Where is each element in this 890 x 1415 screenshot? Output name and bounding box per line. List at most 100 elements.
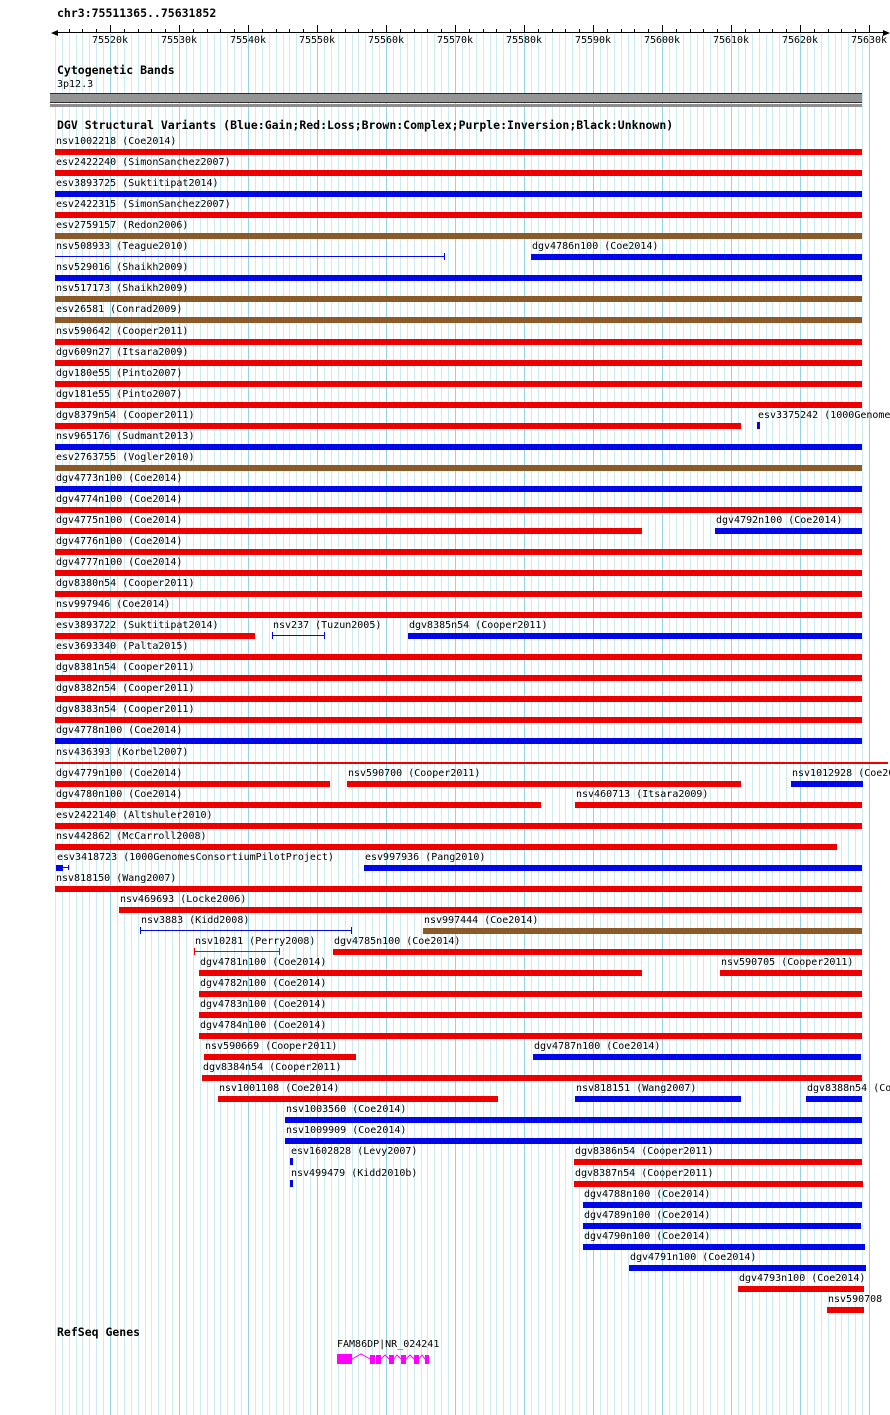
variant-label[interactable]: nsv590705 (Cooper2011) <box>721 957 854 968</box>
gene-name-label[interactable]: FAM86DP|NR_024241 <box>337 1339 440 1350</box>
variant-bar[interactable] <box>199 1012 862 1019</box>
cytoband-bar[interactable] <box>50 93 862 103</box>
variant-label[interactable]: nsv590642 (Cooper2011) <box>56 325 189 337</box>
variant-bar[interactable] <box>55 780 330 787</box>
variant-label[interactable]: dgv4774n100 (Coe2014) <box>56 493 183 505</box>
variant-label[interactable]: nsv818151 (Wang2007) <box>576 1083 697 1095</box>
variant-label[interactable]: dgv8384n54 (Cooper2011) <box>203 1062 342 1074</box>
variant-bar[interactable] <box>444 253 445 261</box>
variant-bar[interactable] <box>333 948 862 955</box>
variant-bar[interactable] <box>574 1180 863 1187</box>
variant-label[interactable]: esv2759157 (Redon2006) <box>56 220 189 232</box>
variant-label[interactable]: nsv460713 (Itsara2009) <box>576 788 709 800</box>
variant-bar[interactable] <box>575 801 862 808</box>
variant-bar[interactable] <box>55 506 862 513</box>
variant-bar[interactable] <box>285 1138 862 1145</box>
variant-bar[interactable] <box>531 254 862 261</box>
variant-label[interactable]: esv3893722 (Suktitipat2014) <box>56 620 219 632</box>
variant-bar[interactable] <box>56 864 63 871</box>
variant-bar[interactable] <box>55 443 862 450</box>
variant-label[interactable]: dgv4780n100 (Coe2014) <box>56 788 183 800</box>
variant-label[interactable]: esv3893725 (Suktitipat2014) <box>56 178 219 190</box>
variant-bar[interactable] <box>351 926 352 934</box>
variant-bar[interactable] <box>55 149 862 155</box>
variant-label[interactable]: dgv4775n100 (Coe2014) <box>56 514 183 526</box>
variant-bar[interactable] <box>715 527 862 534</box>
variant-bar[interactable] <box>55 654 862 661</box>
variant-bar[interactable] <box>285 1117 862 1124</box>
variant-bar[interactable] <box>55 275 862 282</box>
variant-label[interactable]: dgv4787n100 (Coe2014) <box>534 1041 661 1053</box>
variant-bar[interactable] <box>204 1054 356 1061</box>
variant-label[interactable]: esv3418723 (1000GenomesConsortiumPilotPr… <box>57 851 334 863</box>
variant-bar[interactable] <box>55 191 862 198</box>
variant-label[interactable]: dgv4785n100 (Coe2014) <box>334 935 461 947</box>
variant-bar[interactable] <box>583 1243 865 1250</box>
variant-label[interactable]: dgv4788n100 (Coe2014) <box>584 1188 711 1200</box>
variant-bar[interactable] <box>738 1285 864 1292</box>
variant-bar[interactable] <box>290 1179 293 1187</box>
variant-label[interactable]: dgv8385n54 (Cooper2011) <box>409 620 548 632</box>
variant-label[interactable]: nsv1009909 (Coe2014) <box>286 1125 407 1137</box>
variant-label[interactable]: nsv436393 (Korbel2007) <box>56 746 189 758</box>
variant-bar[interactable] <box>55 212 862 219</box>
variant-bar[interactable] <box>55 822 862 829</box>
variant-bar[interactable] <box>55 570 862 576</box>
variant-label[interactable]: esv26581 (Conrad2009) <box>56 304 183 316</box>
variant-bar[interactable] <box>364 864 862 871</box>
variant-label[interactable]: nsv997946 (Coe2014) <box>56 599 171 611</box>
variant-label[interactable]: esv2422240 (SimonSanchez2007) <box>56 157 231 169</box>
variant-bar[interactable] <box>55 885 862 892</box>
variant-bar[interactable] <box>55 317 862 324</box>
variant-label[interactable]: nsv529016 (Shaikh2009) <box>56 262 189 274</box>
variant-label[interactable]: esv3375242 (1000Genome <box>758 409 890 421</box>
variant-label[interactable]: dgv4786n100 (Coe2014) <box>532 241 659 253</box>
variant-bar[interactable] <box>533 1054 861 1061</box>
variant-label[interactable]: dgv8388n54 (Co <box>807 1083 890 1095</box>
variant-label[interactable]: dgv180e55 (Pinto2007) <box>56 367 183 379</box>
variant-label[interactable]: dgv4779n100 (Coe2014) <box>56 767 183 779</box>
variant-bar[interactable] <box>806 1096 862 1103</box>
variant-label[interactable]: dgv4784n100 (Coe2014) <box>200 1020 327 1032</box>
variant-bar[interactable] <box>63 866 69 868</box>
variant-bar[interactable] <box>218 1096 498 1103</box>
variant-bar[interactable] <box>720 970 862 976</box>
variant-bar[interactable] <box>55 233 862 240</box>
variant-bar[interactable] <box>194 950 280 952</box>
variant-bar[interactable] <box>55 527 642 534</box>
variant-label[interactable]: dgv8380n54 (Cooper2011) <box>56 578 195 589</box>
variant-bar[interactable] <box>55 485 862 492</box>
variant-label[interactable]: nsv508933 (Teague2010) <box>56 241 189 253</box>
variant-label[interactable]: dgv8387n54 (Cooper2011) <box>575 1167 714 1179</box>
variant-bar[interactable] <box>575 1096 741 1103</box>
variant-label[interactable]: nsv590669 (Cooper2011) <box>205 1041 338 1053</box>
variant-label[interactable]: dgv8383n54 (Cooper2011) <box>56 704 195 716</box>
variant-bar[interactable] <box>199 970 642 976</box>
variant-bar[interactable] <box>55 256 445 258</box>
variant-label[interactable]: dgv8379n54 (Cooper2011) <box>56 409 195 421</box>
variant-bar[interactable] <box>55 422 741 429</box>
variant-label[interactable]: dgv4773n100 (Coe2014) <box>56 472 183 484</box>
variant-label[interactable]: dgv4781n100 (Coe2014) <box>200 957 327 968</box>
variant-label[interactable]: nsv237 (Tuzun2005) <box>273 620 382 632</box>
variant-bar[interactable] <box>347 780 741 787</box>
variant-label[interactable]: dgv4783n100 (Coe2014) <box>200 999 327 1011</box>
variant-label[interactable]: nsv965176 (Sudmant2013) <box>56 430 195 442</box>
variant-bar[interactable] <box>55 761 888 764</box>
variant-bar[interactable] <box>55 338 862 345</box>
variant-label[interactable]: dgv4789n100 (Coe2014) <box>584 1209 711 1221</box>
variant-bar[interactable] <box>140 929 352 931</box>
variant-bar[interactable] <box>55 359 862 366</box>
variant-bar[interactable] <box>583 1222 861 1229</box>
variant-bar[interactable] <box>827 1306 864 1313</box>
gene-model-glyph[interactable] <box>337 1351 437 1371</box>
variant-bar[interactable] <box>55 675 862 682</box>
variant-bar[interactable] <box>55 738 862 745</box>
variant-bar[interactable] <box>791 780 863 787</box>
variant-label[interactable]: esv2763755 (Vogler2010) <box>56 451 195 463</box>
variant-label[interactable]: nsv590700 (Cooper2011) <box>348 767 481 779</box>
variant-label[interactable]: dgv4776n100 (Coe2014) <box>56 536 183 547</box>
variant-bar[interactable] <box>423 927 862 934</box>
variant-bar[interactable] <box>194 947 195 955</box>
variant-bar[interactable] <box>55 843 837 850</box>
